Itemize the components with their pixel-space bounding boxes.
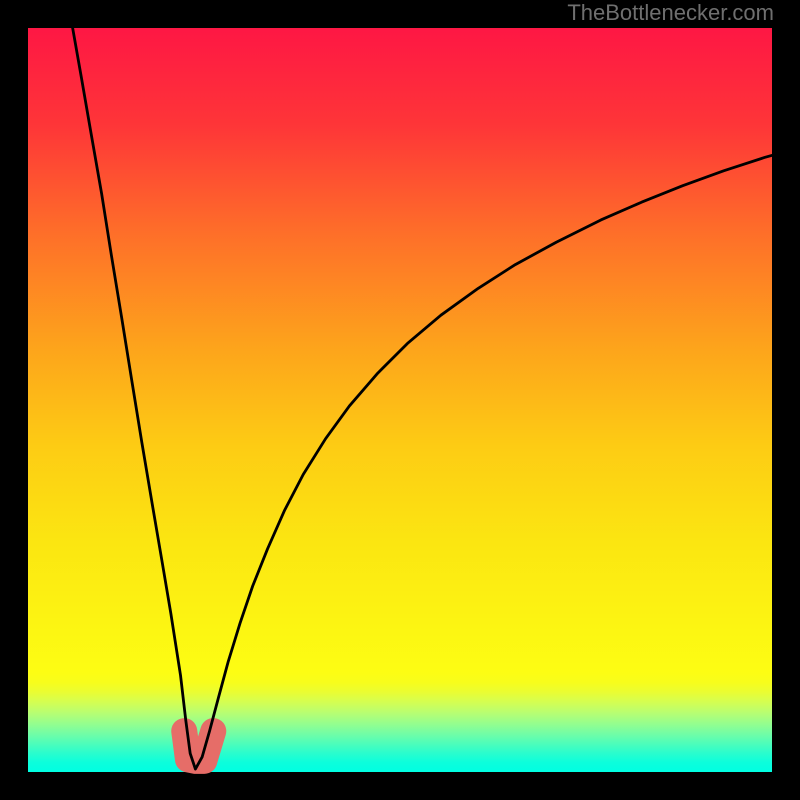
bottleneck-curve [73,28,800,769]
curve-layer [28,28,772,772]
plot-area [28,28,772,772]
outer-frame: TheBottlenecker.com [0,0,800,800]
watermark-text: TheBottlenecker.com [567,0,774,26]
